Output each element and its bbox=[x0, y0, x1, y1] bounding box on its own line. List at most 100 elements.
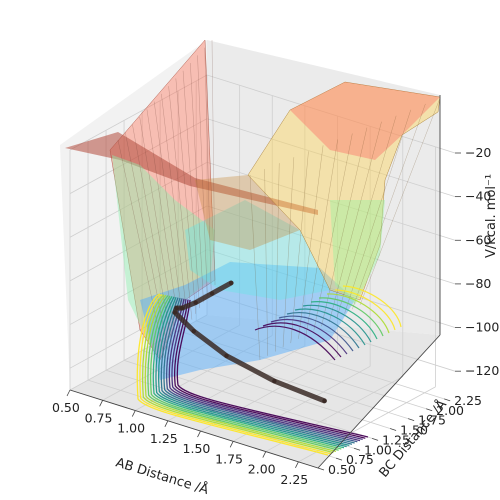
mesh-line bbox=[352, 103, 426, 310]
contour-line bbox=[142, 294, 334, 454]
contour-line bbox=[171, 299, 363, 441]
contour-line bbox=[160, 297, 353, 445]
grid-line bbox=[102, 324, 240, 401]
x-tick-label: 0.50 bbox=[52, 400, 80, 415]
contour-line bbox=[147, 295, 339, 451]
trajectory-point bbox=[272, 378, 277, 384]
grid-line bbox=[69, 118, 456, 198]
y-tick bbox=[317, 467, 325, 471]
mesh-line bbox=[117, 139, 166, 361]
grid-line bbox=[232, 365, 371, 442]
trajectory-point bbox=[322, 398, 327, 404]
contour-line bbox=[168, 298, 361, 442]
mesh-line bbox=[197, 55, 208, 297]
z-tick-label: −120 bbox=[465, 363, 499, 378]
surface-valley-left bbox=[112, 155, 215, 345]
x-tick-label: 1.75 bbox=[215, 451, 243, 466]
z-axis-label: V/kcal. mol⁻¹ bbox=[484, 174, 499, 258]
surface-basin bbox=[140, 262, 355, 380]
z-tick-label: −100 bbox=[465, 320, 499, 335]
mesh-line bbox=[359, 97, 441, 306]
x-axis-ticks: 0.50 0.75 1.00 1.25 1.50 1.75 2.00 2.25 bbox=[52, 389, 308, 487]
contour-line bbox=[342, 285, 402, 328]
contour-line bbox=[294, 308, 366, 346]
mesh-line bbox=[211, 39, 216, 286]
contour-line bbox=[310, 301, 378, 340]
z-tick-label: −40 bbox=[465, 189, 491, 204]
mesh-line bbox=[161, 93, 189, 326]
z-tick-label: −80 bbox=[465, 276, 491, 291]
z-tick-label: −20 bbox=[465, 145, 491, 160]
surface-right-top bbox=[290, 82, 440, 160]
grid-line bbox=[69, 249, 456, 328]
mesh-line bbox=[290, 151, 309, 344]
contour-line bbox=[155, 296, 347, 448]
trajectory-point bbox=[174, 305, 179, 311]
x-axis-label: AB Distance /Å bbox=[114, 455, 211, 498]
x-tick bbox=[295, 461, 299, 469]
mesh-line bbox=[282, 157, 295, 348]
z-axis-ticks: −120 −100 −80 −60 −40 −20 bbox=[455, 145, 499, 378]
surface-mesh bbox=[117, 39, 441, 361]
trajectory-point bbox=[209, 291, 215, 296]
trajectory-point bbox=[224, 353, 229, 358]
contour-line bbox=[157, 296, 350, 447]
trajectory-point bbox=[228, 280, 234, 286]
mesh-line bbox=[344, 109, 412, 314]
y-tick-label: 2.25 bbox=[454, 393, 482, 408]
floor-contours bbox=[136, 285, 402, 456]
x-tick bbox=[66, 389, 71, 397]
x-tick bbox=[262, 451, 267, 458]
grid-line bbox=[123, 360, 373, 439]
trajectory-line bbox=[172, 280, 327, 404]
surface-right-wall bbox=[247, 81, 441, 301]
contour-line bbox=[163, 297, 355, 444]
y-tick-label: 0.75 bbox=[346, 452, 374, 467]
y-tick bbox=[353, 447, 361, 451]
y-tick-label: 1.50 bbox=[400, 423, 428, 438]
trajectory-point bbox=[179, 305, 185, 311]
x-tick bbox=[131, 410, 136, 417]
contour-line bbox=[165, 298, 358, 443]
x-tick-label: 2.25 bbox=[280, 472, 308, 487]
grid-line bbox=[141, 350, 391, 429]
y-tick bbox=[408, 418, 415, 422]
contour-line bbox=[278, 315, 354, 352]
contour-line bbox=[262, 322, 342, 358]
contour-line bbox=[270, 318, 348, 355]
x-tick-label: 0.75 bbox=[85, 410, 113, 425]
axes-frame bbox=[69, 95, 441, 469]
x-tick-label: 2.00 bbox=[248, 462, 276, 477]
mesh-line bbox=[321, 127, 368, 327]
surface-saddle bbox=[195, 175, 300, 250]
x-tick bbox=[99, 400, 103, 407]
contour-line bbox=[302, 304, 372, 343]
mesh-line bbox=[298, 145, 324, 339]
y-axis-line bbox=[317, 334, 441, 469]
y-tick-label: 0.50 bbox=[328, 462, 356, 477]
surface-right-green bbox=[330, 200, 385, 305]
x-tick bbox=[164, 420, 169, 427]
surface-left-wall bbox=[109, 39, 216, 361]
contour-line bbox=[150, 295, 342, 450]
surface-plateau-left bbox=[65, 132, 318, 215]
grid-line bbox=[135, 335, 273, 411]
back-left-pane bbox=[60, 40, 207, 390]
y-tick bbox=[444, 398, 451, 402]
mesh-line bbox=[168, 86, 193, 320]
grid-line bbox=[69, 74, 456, 154]
grid-line bbox=[69, 161, 456, 241]
y-tick bbox=[371, 438, 379, 441]
contour-line bbox=[136, 293, 329, 456]
contour-line bbox=[326, 293, 390, 334]
potential-energy-surface bbox=[65, 39, 441, 380]
grid-line bbox=[69, 292, 456, 372]
y-axis-ticks: 0.500.751.001.251.501.752.002.25 bbox=[317, 393, 482, 477]
y-tick bbox=[389, 428, 397, 431]
grid-line bbox=[196, 320, 445, 400]
trajectory-point bbox=[172, 310, 178, 315]
mesh-line bbox=[124, 132, 170, 355]
x-tick-label: 1.00 bbox=[117, 421, 145, 436]
contour-line bbox=[286, 312, 360, 349]
contour-line bbox=[152, 296, 345, 449]
